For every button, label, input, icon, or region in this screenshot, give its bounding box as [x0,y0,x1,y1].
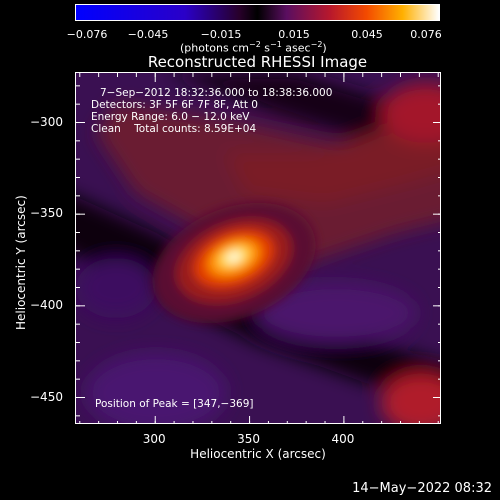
heatmap-image [76,73,440,423]
y-tick-label: −400 [30,297,63,312]
heatmap-plot-area: 7−Sep−2012 18:32:36.000 to 18:38:36.000 … [75,72,441,424]
y-tick-label: −300 [30,114,63,129]
colorbar-tick-label: −0.076 [66,28,108,41]
colorbar-gradient [76,5,439,20]
colorbar-tick-label: −0.045 [127,28,169,41]
colorbar-tick-label: 0.045 [351,28,383,41]
footer-timestamp: 14−May−2022 08:32 [352,481,492,496]
x-tick-label: 350 [237,432,261,446]
y-axis-label: Heliocentric Y (arcsec) [14,195,28,330]
x-tick-label: 300 [142,432,166,446]
colorbar-tick-label: 0.015 [278,28,310,41]
colorbar-unit-label: (photons cm−2 s−1 asec−2) [180,40,327,55]
annotation-time-range: 7−Sep−2012 18:32:36.000 to 18:38:36.000 [100,87,333,99]
colorbar [75,4,440,21]
colorbar-tick-label: −0.015 [200,28,242,41]
x-tick-label: 400 [331,432,355,446]
annotation-clean-counts: Clean Total counts: 8.59E+04 [91,123,257,135]
annotation-detectors: Detectors: 3F 5F 6F 7F 8F, Att 0 [91,99,258,111]
y-tick-label: −450 [30,389,63,404]
colorbar-tick-label: 0.076 [410,28,442,41]
annotation-peak-position: Position of Peak = [347,−369] [95,398,254,410]
annotation-energy-range: Energy Range: 6.0 − 12.0 keV [91,111,250,123]
y-tick-label: −350 [30,206,63,221]
axis-tick-marks [76,73,440,423]
x-axis-label: Heliocentric X (arcsec) [190,447,326,461]
chart-title: Reconstructed RHESSI Image [147,53,368,71]
